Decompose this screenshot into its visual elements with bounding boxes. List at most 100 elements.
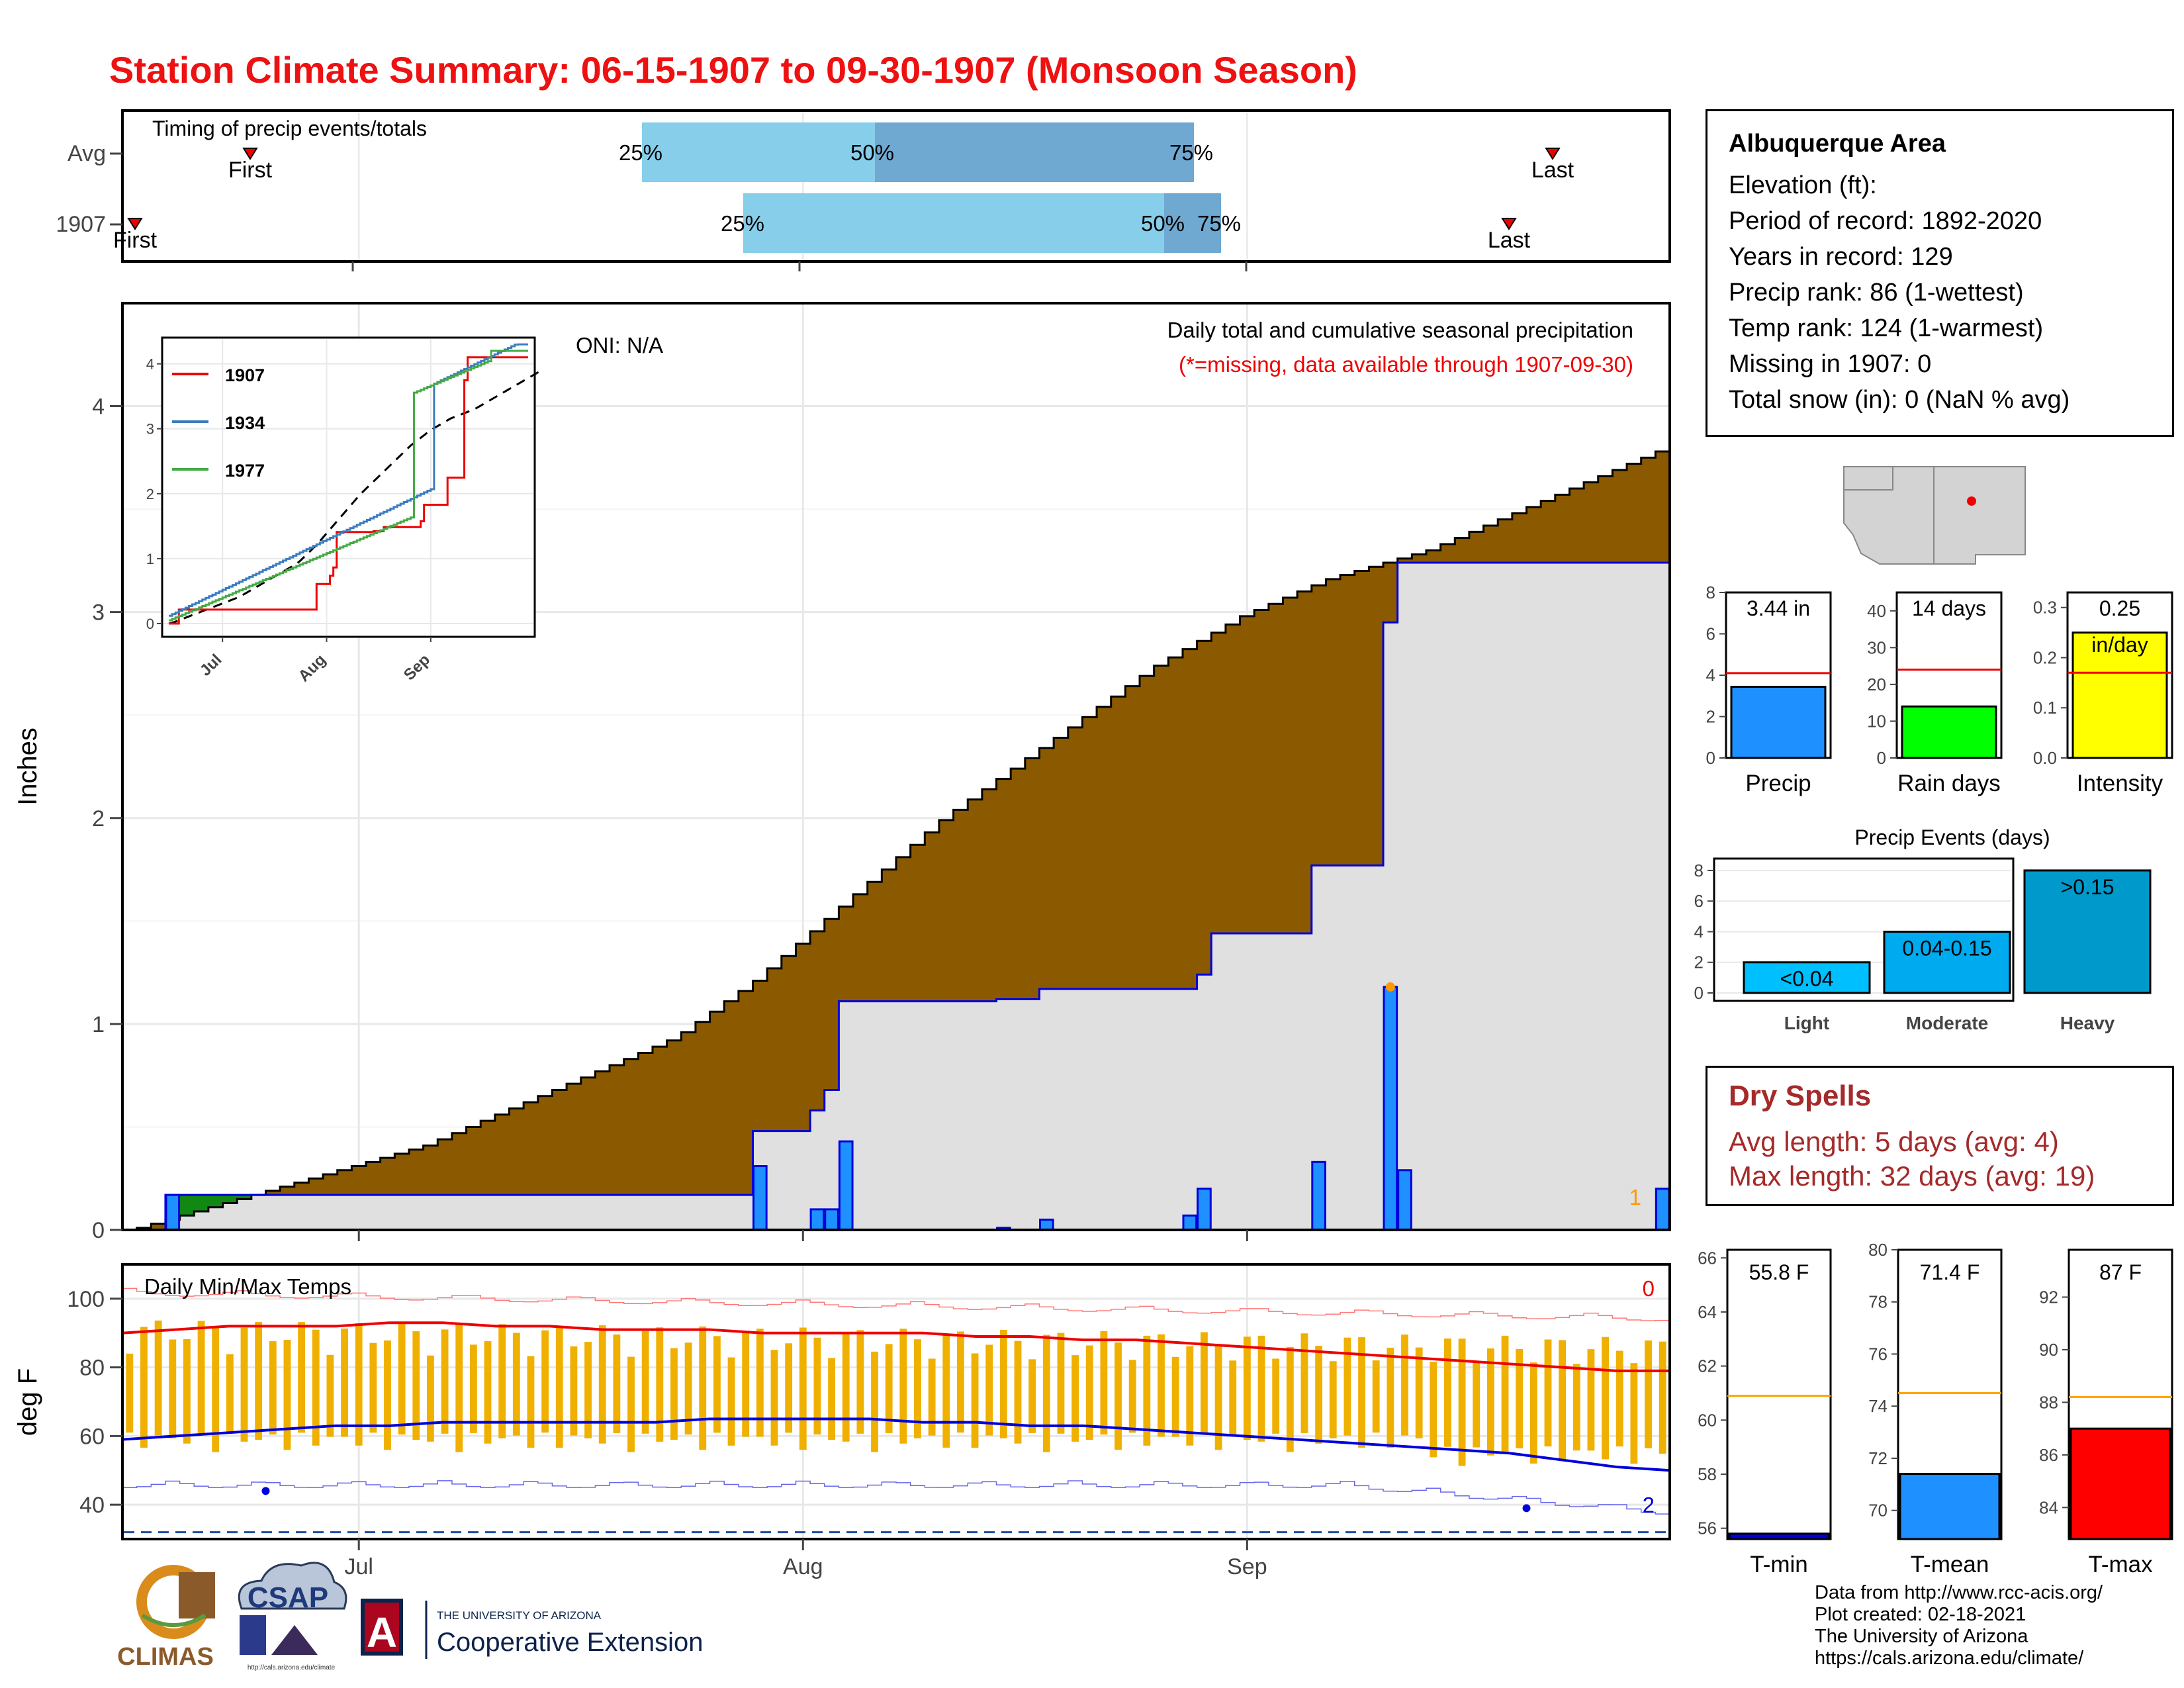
tmean-ytick-label: 72 (1868, 1448, 1888, 1468)
deficit-segment (867, 882, 882, 1002)
inset-series-1934 (169, 343, 528, 617)
daily-temp-bar (298, 1322, 306, 1433)
precip-event-bar (1743, 961, 1871, 994)
daily-temp-bar (1201, 1332, 1208, 1433)
daily-temp-bar (1115, 1342, 1122, 1450)
daily-temp-bar (928, 1358, 936, 1436)
daily-temp-bar (770, 1350, 778, 1446)
deficit-segment (981, 789, 997, 1002)
daily-temp-bar (1415, 1347, 1423, 1438)
deficit-segment (666, 1040, 682, 1196)
y1907-p75-label: 75% (1197, 211, 1241, 236)
daily-temp-bar (842, 1333, 850, 1442)
credits: Data from http://www.rcc-acis.org/ Plot … (1815, 1582, 2103, 1669)
daily-temp-bar (441, 1329, 449, 1434)
daily-temp-bar (1071, 1355, 1079, 1442)
deficit-segment (1197, 641, 1212, 975)
month-tick-label: Jul (344, 1554, 373, 1579)
deficit-segment (1311, 585, 1327, 866)
precip-ytick-label: 3 (92, 600, 105, 626)
daily-temp-bar (1615, 1350, 1623, 1447)
deficit-segment (552, 1090, 567, 1196)
daily-temp-bar (799, 1327, 807, 1450)
deficit-segment (408, 1149, 424, 1196)
avg-last-label: Last (1531, 158, 1574, 183)
deficit-segment (480, 1121, 496, 1196)
deficit-segment (896, 857, 911, 1002)
daily-precip-bar (824, 1208, 839, 1231)
deficit-segment (824, 919, 840, 1090)
intensity-xlabel: Intensity (2077, 771, 2163, 796)
temp-ytick-label: 40 (79, 1493, 105, 1518)
daily-temp-bar (183, 1338, 191, 1444)
daily-temp-bar (957, 1331, 964, 1433)
y1907-iqr-bar-low (743, 193, 1164, 253)
daily-temp-bar (512, 1333, 520, 1436)
deficit-segment (437, 1139, 453, 1196)
daily-temp-bar (1100, 1331, 1108, 1435)
credit-institution: The University of Arizona (1815, 1626, 2028, 1647)
page-title: Station Climate Summary: 06-15-1907 to 0… (109, 49, 1357, 91)
rain_days-value-label: 14 days (1912, 596, 1986, 620)
daily-temp-bar (1143, 1335, 1151, 1446)
deficit-segment (523, 1102, 539, 1196)
daily-temp-bar (1401, 1335, 1408, 1436)
tmax-bar (2070, 1427, 2171, 1540)
precip-event-category: Moderate (1906, 1013, 1988, 1033)
deficit-segment (1283, 597, 1298, 933)
daily-temp-bar (484, 1341, 492, 1444)
missing-count: 1 (1629, 1185, 1641, 1209)
daily-temp-bar (1529, 1362, 1537, 1464)
deficit-segment (1154, 665, 1169, 989)
deficit-segment (925, 832, 940, 1002)
daily-temp-bar (1572, 1364, 1580, 1451)
precip-ytick-label: 0 (92, 1218, 105, 1243)
daily-temp-bar (856, 1330, 864, 1434)
precip-event-bar (2023, 869, 2152, 994)
daily-temp-bar (670, 1348, 678, 1440)
rain_days-ytick-label: 20 (1867, 675, 1886, 694)
tmin-value-label: 55.8 F (1749, 1260, 1809, 1284)
inset-ytick-label: 2 (146, 486, 154, 502)
csap-url: http://cals.arizona.edu/climate (248, 1664, 336, 1671)
daily-temp-bar (240, 1327, 248, 1442)
temp-ylabel: deg F (13, 1368, 42, 1436)
deficit-segment (1598, 476, 1614, 563)
daily-temp-bar (212, 1328, 220, 1452)
daily-temp-bar (742, 1332, 750, 1437)
y1907-p50-label: 50% (1141, 211, 1185, 236)
deficit-segment (996, 778, 1011, 1000)
deficit-segment (1483, 526, 1498, 563)
tmin-ytick-label: 62 (1698, 1356, 1717, 1376)
inset-legend-1934: 1934 (225, 413, 265, 433)
daily-temp-bar (828, 1358, 835, 1440)
daily-temp-bar (899, 1329, 907, 1444)
rain_days-bar (1901, 705, 1997, 759)
precip-event-category: Light (1784, 1013, 1829, 1033)
inset-ytick-label: 4 (146, 356, 154, 373)
deficit-segment (810, 931, 825, 1111)
daily-temp-bar (584, 1342, 592, 1438)
precip-bar (1730, 686, 1827, 759)
events-ytick-label: 8 (1694, 861, 1704, 880)
ua-logo-line1: THE UNIVERSITY OF ARIZONA (437, 1609, 602, 1622)
tmin-ytick-label: 56 (1698, 1519, 1717, 1538)
record-low-marker (1522, 1504, 1531, 1513)
deficit-segment (1268, 604, 1284, 933)
temp-label: Daily Min/Max Temps (144, 1274, 351, 1299)
daily-temp-bar (1486, 1348, 1494, 1456)
deficit-segment (1340, 575, 1355, 866)
deficit-segment (580, 1077, 596, 1196)
precip-ytick-label: 2 (1706, 707, 1715, 727)
daily-temp-bar (641, 1331, 649, 1434)
deficit-segment (1641, 457, 1656, 563)
deficit-segment (968, 799, 983, 1002)
deficit-segment (1612, 470, 1627, 563)
surplus-segment (179, 1195, 195, 1216)
avg-p25-label: 25% (619, 140, 662, 165)
summary-bar-charts: 0 2 4 6 8 3.44 in Precip 0 10 20 30 40 14 days Rain d… (1706, 583, 2173, 796)
daily-temp-bar (326, 1354, 334, 1437)
daily-temp-bar (527, 1356, 535, 1448)
daily-temp-bar (1630, 1363, 1638, 1464)
